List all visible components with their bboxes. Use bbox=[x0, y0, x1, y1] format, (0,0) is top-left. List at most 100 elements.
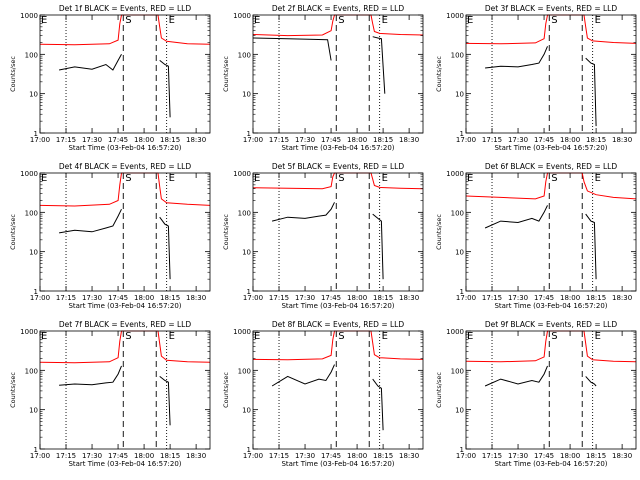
y-tick-label: 1 bbox=[247, 288, 251, 296]
x-axis-label: Start Time (03-Feb-04 16:57:20) bbox=[68, 144, 181, 152]
panel-title: Det 5f BLACK = Events, RED = LLD bbox=[272, 162, 405, 171]
edge-label: E bbox=[254, 173, 260, 184]
marker-label: S bbox=[338, 173, 344, 184]
x-tick-label: 17:30 bbox=[82, 452, 102, 460]
y-tick-label: 100 bbox=[451, 209, 464, 217]
x-tick-label: 17:00 bbox=[30, 294, 50, 302]
y-tick-label: 100 bbox=[25, 51, 38, 59]
y-tick-label: 1 bbox=[460, 288, 464, 296]
x-tick-label: 17:00 bbox=[30, 136, 50, 144]
x-tick-label: 17:30 bbox=[82, 294, 102, 302]
x-tick-label: 18:15 bbox=[586, 294, 606, 302]
panel-title: Det 2f BLACK = Events, RED = LLD bbox=[272, 4, 405, 13]
marker-label: S bbox=[338, 331, 344, 342]
series-events-line bbox=[59, 208, 122, 234]
x-tick-label: 17:45 bbox=[321, 136, 341, 144]
panel-title: Det 1f BLACK = Events, RED = LLD bbox=[59, 4, 192, 13]
x-tick-label: 17:00 bbox=[243, 136, 263, 144]
y-tick-label: 1000 bbox=[233, 12, 251, 20]
x-tick-label: 18:15 bbox=[160, 294, 180, 302]
x-tick-label: 17:45 bbox=[534, 452, 554, 460]
x-tick-label: 17:45 bbox=[534, 136, 554, 144]
y-tick-label: 1000 bbox=[20, 170, 38, 178]
series-events-tail bbox=[159, 376, 171, 426]
y-tick-label: 10 bbox=[455, 91, 464, 99]
y-tick-label: 10 bbox=[29, 407, 38, 415]
x-tick-label: 18:15 bbox=[373, 294, 393, 302]
x-tick-label: 18:00 bbox=[560, 136, 580, 144]
series-events-tail bbox=[372, 36, 386, 94]
panel-title: Det 7f BLACK = Events, RED = LLD bbox=[59, 320, 192, 329]
series-events-tail bbox=[585, 213, 597, 280]
y-tick-label: 10 bbox=[29, 249, 38, 257]
series-events-line bbox=[59, 54, 122, 71]
y-axis-label: Counts/sec bbox=[435, 372, 443, 408]
series-events-tail bbox=[372, 378, 384, 431]
y-tick-label: 1000 bbox=[20, 12, 38, 20]
detector-panel-5: Det 5f BLACK = Events, RED = LLD S E E 1 10 10… bbox=[222, 162, 424, 310]
marker-label: E bbox=[169, 173, 175, 184]
x-axis-label: Start Time (03-Feb-04 16:57:20) bbox=[494, 460, 607, 468]
x-axis-label: Start Time (03-Feb-04 16:57:20) bbox=[68, 460, 181, 468]
x-tick-label: 17:00 bbox=[30, 452, 50, 460]
detector-panel-1: Det 1f BLACK = Events, RED = LLD S E E 1 10 10… bbox=[9, 4, 211, 152]
edge-label: E bbox=[41, 331, 47, 342]
x-tick-label: 18:30 bbox=[399, 136, 419, 144]
x-tick-label: 18:15 bbox=[373, 136, 393, 144]
detector-panel-6: Det 6f BLACK = Events, RED = LLD S E E 1 10 10… bbox=[435, 162, 637, 310]
series-events-line bbox=[484, 205, 548, 229]
y-tick-label: 10 bbox=[242, 407, 251, 415]
x-tick-label: 17:30 bbox=[508, 136, 528, 144]
y-tick-label: 100 bbox=[451, 367, 464, 375]
y-tick-label: 100 bbox=[238, 209, 251, 217]
x-tick-label: 17:15 bbox=[482, 452, 502, 460]
x-tick-label: 18:00 bbox=[134, 136, 154, 144]
x-tick-label: 18:15 bbox=[586, 452, 606, 460]
x-tick-label: 17:15 bbox=[56, 136, 76, 144]
series-events-line bbox=[485, 46, 548, 69]
y-tick-label: 10 bbox=[455, 407, 464, 415]
marker-label: E bbox=[169, 331, 175, 342]
y-axis-label: Counts/sec bbox=[435, 56, 443, 92]
series-events-tail bbox=[585, 57, 597, 127]
marker-label: S bbox=[551, 173, 557, 184]
x-tick-label: 17:30 bbox=[82, 136, 102, 144]
y-axis-label: Counts/sec bbox=[222, 372, 230, 408]
edge-label: E bbox=[41, 15, 47, 26]
y-tick-label: 10 bbox=[29, 91, 38, 99]
edge-label: E bbox=[254, 331, 260, 342]
x-tick-label: 17:45 bbox=[108, 452, 128, 460]
plot-frame bbox=[39, 172, 211, 292]
y-axis-label: Counts/sec bbox=[222, 214, 230, 250]
y-tick-label: 10 bbox=[455, 249, 464, 257]
x-axis-label: Start Time (03-Feb-04 16:57:20) bbox=[68, 302, 181, 310]
x-tick-label: 18:30 bbox=[186, 294, 206, 302]
plot-frame bbox=[465, 330, 637, 450]
series-events-line bbox=[252, 37, 332, 61]
y-tick-label: 1 bbox=[247, 446, 251, 454]
x-tick-label: 17:15 bbox=[269, 294, 289, 302]
x-tick-label: 18:30 bbox=[612, 136, 632, 144]
marker-label: S bbox=[551, 331, 557, 342]
y-tick-label: 1 bbox=[460, 446, 464, 454]
x-tick-label: 18:00 bbox=[134, 452, 154, 460]
y-tick-label: 100 bbox=[25, 209, 38, 217]
y-tick-label: 100 bbox=[451, 51, 464, 59]
edge-label: E bbox=[41, 173, 47, 184]
edge-label: E bbox=[467, 15, 473, 26]
y-tick-label: 100 bbox=[238, 367, 251, 375]
x-axis-label: Start Time (03-Feb-04 16:57:20) bbox=[281, 460, 394, 468]
plot-frame bbox=[252, 172, 424, 292]
detector-panel-7: Det 7f BLACK = Events, RED = LLD S E E 1 10 10… bbox=[9, 320, 211, 468]
x-tick-label: 17:45 bbox=[108, 136, 128, 144]
detector-panel-2: Det 2f BLACK = Events, RED = LLD S E E 1 10 10… bbox=[222, 4, 424, 152]
x-tick-label: 18:30 bbox=[399, 452, 419, 460]
y-tick-label: 1 bbox=[34, 288, 38, 296]
marker-label: E bbox=[382, 173, 388, 184]
x-tick-label: 18:30 bbox=[612, 294, 632, 302]
x-tick-label: 18:00 bbox=[560, 452, 580, 460]
x-tick-label: 17:15 bbox=[56, 294, 76, 302]
marker-label: E bbox=[382, 331, 388, 342]
x-tick-label: 17:00 bbox=[243, 294, 263, 302]
